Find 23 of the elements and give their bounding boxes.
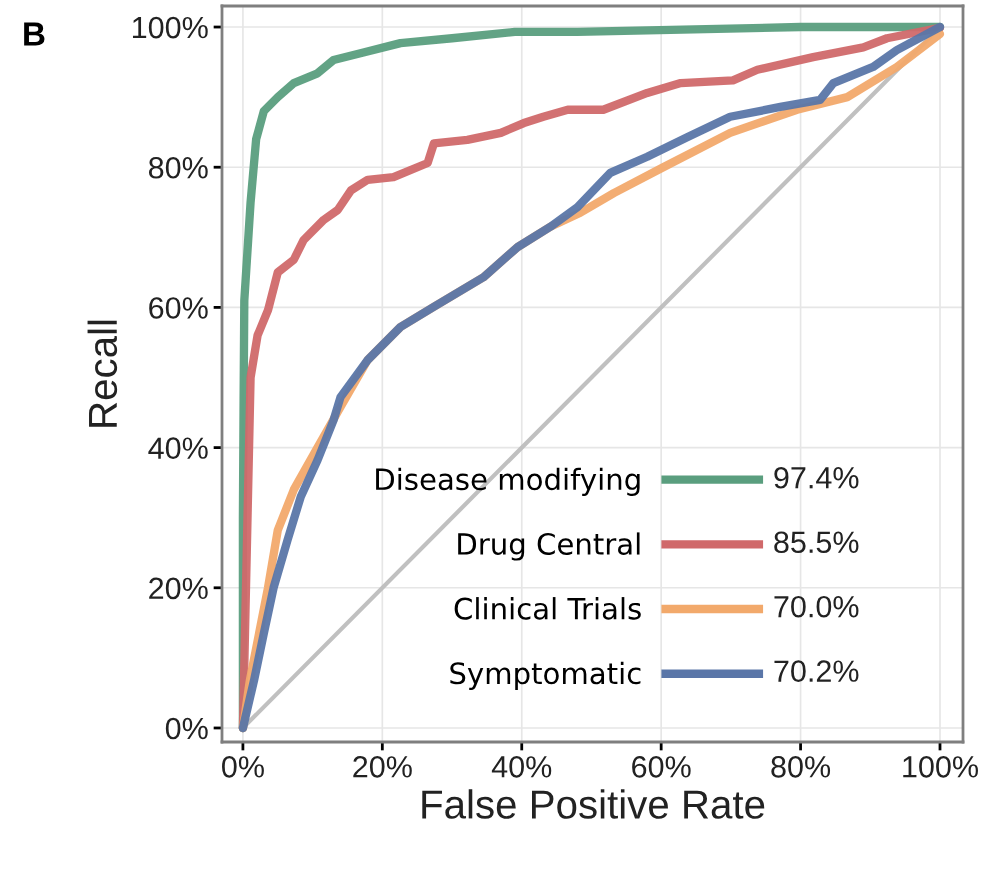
x-tick-label: 0%: [222, 756, 264, 778]
y-axis-title: Recall: [87, 320, 118, 427]
legend-label: Disease modifying: [376, 467, 640, 496]
chart-title: B: [24, 22, 45, 46]
annotation: 70.2%: [774, 660, 859, 682]
x-tick-label: 20%: [353, 756, 412, 778]
annotation: 70.0%: [774, 595, 859, 618]
legend-label: Drug Central: [458, 532, 640, 561]
legend-label: Clinical Trials: [454, 597, 641, 620]
y-tick-label: 20%: [149, 577, 208, 600]
y-tick-label: 60%: [149, 297, 208, 319]
y-tick-label: 0%: [165, 717, 208, 740]
x-tick-label: 80%: [771, 756, 831, 778]
y-tick-label: 40%: [148, 437, 208, 459]
x-tick-label: 40%: [491, 756, 552, 778]
y-tick-label: 100%: [132, 16, 208, 39]
x-axis-title: False Positive Rate: [422, 789, 765, 819]
legend-label: Symptomatic: [450, 661, 641, 690]
y-tick-label: 80%: [148, 156, 208, 179]
x-tick-label: 60%: [632, 756, 691, 778]
x-tick-label: 100%: [903, 756, 978, 778]
annotation: 85.5%: [774, 531, 859, 554]
annotation: 97.4%: [774, 466, 859, 489]
